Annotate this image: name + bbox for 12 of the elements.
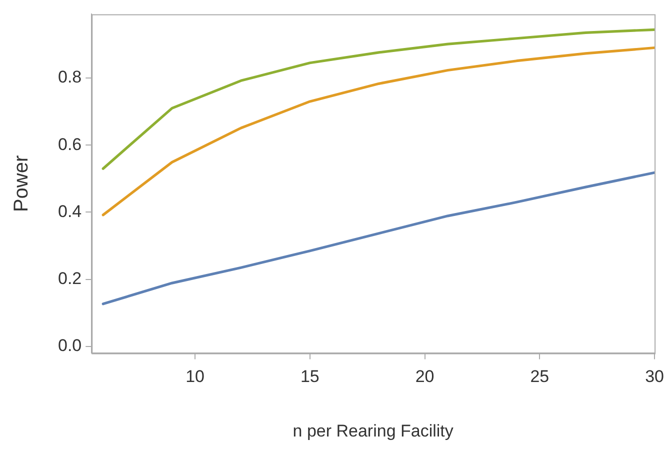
y-tick-label: 0.0: [58, 336, 82, 356]
y-tick-label: 0.8: [58, 68, 82, 87]
y-tick-label: 0.2: [58, 269, 82, 288]
x-tick-label: 15: [300, 367, 320, 386]
x-axis-title: n per Rearing Facility: [292, 421, 454, 440]
y-axis-title: Power: [10, 155, 33, 212]
x-tick-label: 25: [530, 367, 550, 386]
y-tick-label: 0.6: [58, 134, 82, 154]
y-tick-label: 0.4: [58, 202, 82, 221]
x-tick-label: 30: [645, 367, 664, 386]
x-tick-label: 20: [415, 367, 434, 386]
x-tick-label: 10: [186, 367, 204, 386]
